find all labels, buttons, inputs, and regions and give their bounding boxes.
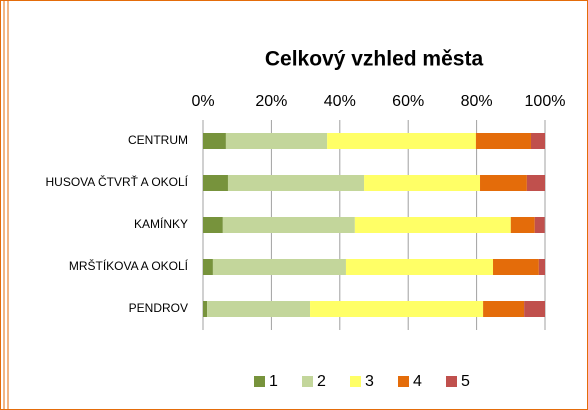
bar-segment xyxy=(327,133,476,149)
legend-label: 1 xyxy=(269,373,278,390)
legend-swatch xyxy=(446,376,457,387)
legend-label: 2 xyxy=(317,373,326,390)
y-tick-label: PENDROV xyxy=(129,301,188,315)
bar-segment xyxy=(530,133,545,149)
legend-swatch xyxy=(350,376,361,387)
x-tick-label: 40% xyxy=(324,93,356,110)
bar-segment xyxy=(524,301,545,317)
legend-swatch xyxy=(302,376,313,387)
bar-segment xyxy=(345,259,494,275)
y-tick-label: CENTRUM xyxy=(128,133,188,147)
bar-segment xyxy=(475,133,531,149)
legend-swatch xyxy=(398,376,409,387)
bar-segment xyxy=(310,301,484,317)
bar-segment xyxy=(212,259,346,275)
bar-segment xyxy=(203,175,228,191)
bar-segment xyxy=(483,301,525,317)
y-tick-label: MRŠTÍKOVA A OKOLÍ xyxy=(69,258,189,273)
bar-segment xyxy=(538,259,545,275)
y-tick-label: KAMÍNKY xyxy=(134,216,188,231)
y-tick-label: HUSOVA ČTVRŤ A OKOLÍ xyxy=(46,174,189,189)
bar-segment xyxy=(526,175,545,191)
bar-segment xyxy=(354,217,511,233)
legend-label: 3 xyxy=(365,373,374,390)
bar-segment xyxy=(207,301,311,317)
bar-segment xyxy=(364,175,481,191)
bar-segment xyxy=(203,301,208,317)
x-tick-label: 60% xyxy=(392,93,424,110)
chart-title: Celkový vzhled města xyxy=(265,48,484,71)
legend-label: 5 xyxy=(461,373,470,390)
bar-segment xyxy=(203,217,223,233)
bar-segment xyxy=(493,259,539,275)
bar-segment xyxy=(227,175,365,191)
x-tick-label: 80% xyxy=(461,93,493,110)
bar-segment xyxy=(203,133,226,149)
x-tick-label: 20% xyxy=(255,93,287,110)
bar-segment xyxy=(225,133,328,149)
bar-segment xyxy=(222,217,355,233)
x-tick-label: 0% xyxy=(191,93,214,110)
bar-segment xyxy=(534,217,545,233)
legend-label: 4 xyxy=(413,373,422,390)
bar-segment xyxy=(510,217,535,233)
legend-swatch xyxy=(254,376,265,387)
bar-segment xyxy=(480,175,527,191)
x-tick-label: 100% xyxy=(525,93,566,110)
bar-segment xyxy=(203,259,213,275)
